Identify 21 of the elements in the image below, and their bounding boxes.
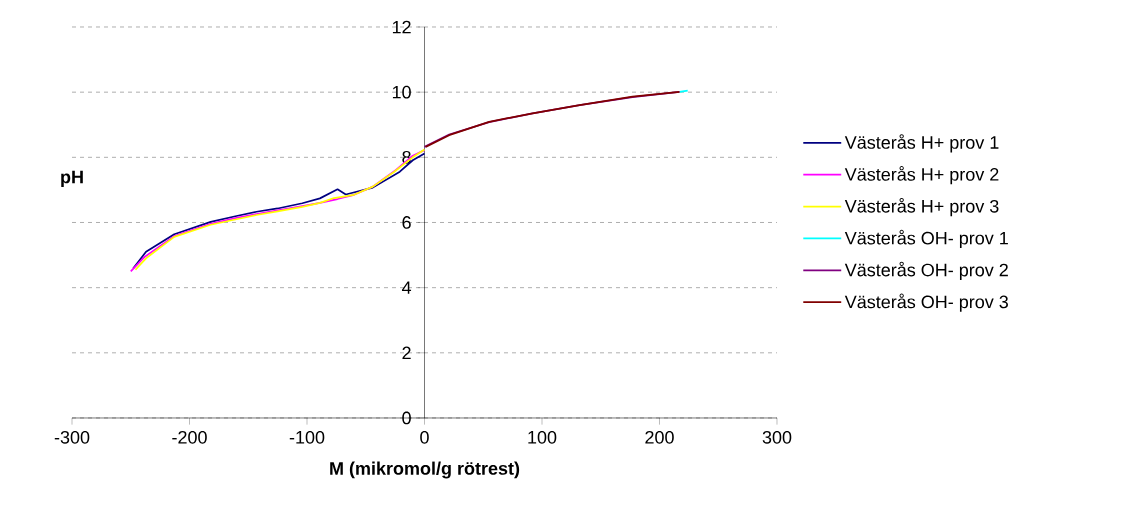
x-tick-label: 100 — [528, 430, 557, 444]
y-tick-label: 4 — [401, 281, 412, 294]
x-tick-label: 300 — [762, 430, 792, 444]
legend-label: Västerås OH- prov 2 — [844, 261, 1008, 280]
legend-label: Västerås H+ prov 1 — [844, 134, 999, 153]
legend-label: Västerås OH- prov 1 — [844, 229, 1008, 249]
y-tick-label: 10 — [392, 85, 411, 99]
x-tick-label: 0 — [420, 430, 429, 444]
y-axis-title: pH — [61, 170, 83, 187]
x-axis-title: M (mikromol/g rötrest) — [330, 461, 520, 479]
legend-label: Västerås OH- prov 3 — [844, 293, 1008, 312]
x-tick-label: 200 — [645, 430, 674, 444]
y-tick-label: 12 — [392, 20, 411, 34]
y-tick-label: 2 — [402, 346, 411, 360]
y-tick-label: 0 — [402, 411, 411, 425]
x-tick-label: -100 — [289, 430, 325, 444]
y-tick-label: 6 — [402, 216, 411, 229]
x-tick-label: -200 — [172, 430, 207, 444]
x-tick-label: -300 — [54, 430, 90, 444]
legend-label: Västerås H+ prov 2 — [844, 166, 999, 185]
legend-label: Västerås H+ prov 3 — [844, 197, 999, 217]
